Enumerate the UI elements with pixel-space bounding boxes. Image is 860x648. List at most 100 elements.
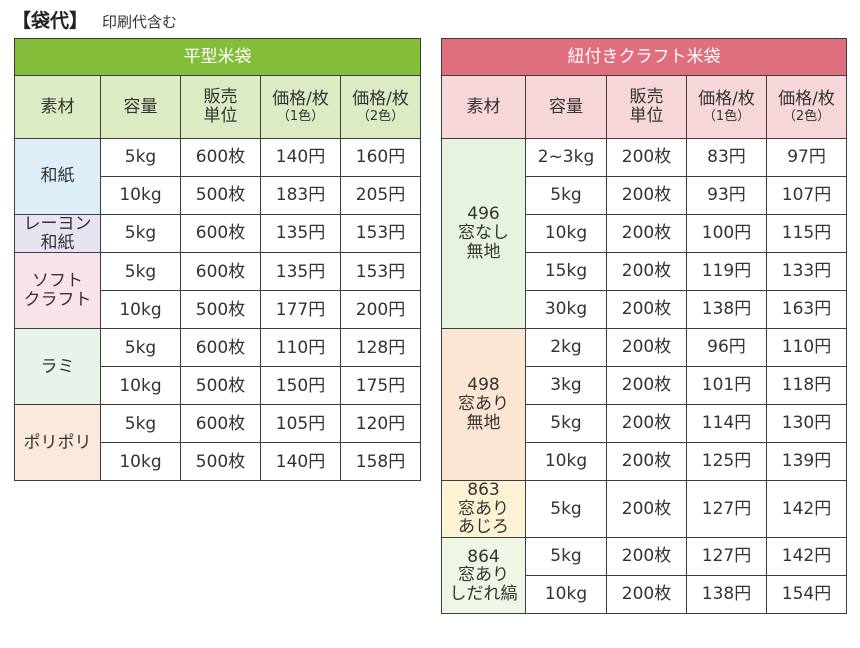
- header-price-1color-line1: 価格/枚: [272, 89, 329, 109]
- price-2color-cell: 175円: [339, 366, 422, 406]
- material-label-line: 864: [467, 546, 500, 567]
- header-sales-unit: 販売 単位: [606, 75, 687, 139]
- material-label-line: 窓あり: [458, 565, 509, 586]
- sales-unit-cell: 500枚: [180, 290, 261, 330]
- price-2color-cell: 153円: [339, 252, 422, 292]
- table-body: 和紙 5kg 600枚 140円 160円 10kg 500枚 183円 205円 レーヨン 和紙 5…: [14, 138, 422, 482]
- capacity-cell: 15kg: [525, 252, 607, 291]
- table-row: 15kg 200枚 119円 133円: [442, 252, 848, 291]
- table-row: 30kg 200枚 138円 163円: [442, 290, 848, 329]
- table-row: 5kg 200枚 93円 107円: [442, 176, 848, 215]
- price-1color-cell: 100円: [686, 214, 767, 253]
- price-1color-cell: 138円: [686, 575, 767, 615]
- table-row: ラミ 5kg 600枚 110円 128円: [14, 328, 422, 406]
- material-cell: レーヨン 和紙: [14, 213, 101, 254]
- table-row: ポリポリ 5kg 600枚 105円 120円: [14, 404, 422, 482]
- sales-unit-cell: 200枚: [606, 479, 687, 539]
- header-price-1color-line2: （1色）: [276, 108, 325, 124]
- price-1color-cell: 135円: [260, 252, 341, 292]
- price-2color-cell: 133円: [765, 252, 848, 291]
- material-cell: 496 窓なし 無地: [441, 138, 526, 329]
- price-2color-cell: 107円: [765, 176, 848, 215]
- capacity-cell: 3kg: [525, 366, 607, 405]
- price-2color-cell: 139円: [765, 442, 848, 481]
- capacity-cell: 5kg: [525, 404, 607, 443]
- capacity-cell: 5kg: [100, 252, 181, 292]
- material-cell: ラミ: [14, 328, 101, 406]
- price-2color-cell: 97円: [765, 138, 848, 177]
- heading-title: 【袋代】: [12, 10, 89, 32]
- table-title: 紐付きクラフト米袋: [440, 38, 848, 76]
- header-price-2color-line1: 価格/枚: [778, 89, 835, 109]
- heading-note: 印刷代含む: [102, 13, 178, 31]
- sales-unit-cell: 600枚: [180, 328, 261, 368]
- price-2color-cell: 120円: [339, 404, 422, 444]
- price-2color-cell: 118円: [765, 366, 848, 405]
- price-2color-cell: 158円: [339, 442, 422, 482]
- capacity-cell: 10kg: [525, 214, 607, 253]
- price-1color-cell: 183円: [260, 176, 341, 215]
- capacity-cell: 5kg: [100, 213, 181, 254]
- material-label-line: 無地: [466, 241, 501, 262]
- capacity-cell: 10kg: [525, 442, 607, 481]
- table-title: 平型米袋: [13, 38, 422, 76]
- capacity-cell: 5kg: [100, 138, 181, 177]
- material-cell: 864 窓あり しだれ縞: [441, 537, 526, 615]
- table-row: 10kg 500枚 177円 200円: [15, 290, 422, 330]
- price-2color-cell: 154円: [765, 575, 848, 615]
- price-1color-cell: 140円: [260, 442, 341, 482]
- material-label-line: 無地: [466, 412, 501, 433]
- flat-rice-bag-table: 平型米袋 素材 容量 販売 単位 価格/枚 （1色） 価格/枚 （2色） 和紙 5kg 6…: [13, 38, 422, 482]
- material-label-line: あじろ: [458, 517, 509, 538]
- capacity-cell: 10kg: [100, 442, 181, 482]
- material-cell: 498 窓あり 無地: [441, 328, 526, 481]
- header-price-2color: 価格/枚 （2色）: [339, 75, 422, 139]
- sales-unit-cell: 200枚: [606, 366, 687, 405]
- price-1color-cell: 177円: [260, 290, 341, 330]
- string-kraft-rice-bag-table: 紐付きクラフト米袋 素材 容量 販売 単位 価格/枚 （1色） 価格/枚 （2色） 4…: [440, 38, 848, 615]
- sales-unit-cell: 200枚: [606, 328, 687, 367]
- table-body: 496 窓なし 無地 2~3kg 200枚 83円 97円 5kg 200枚 93円 107円 10k…: [441, 138, 848, 615]
- sales-unit-cell: 500枚: [180, 366, 261, 406]
- material-label-line: ソフト: [32, 271, 83, 292]
- capacity-cell: 30kg: [525, 290, 607, 329]
- table-row: 498 窓あり 無地 2kg 200枚 96円 110円: [441, 328, 848, 481]
- capacity-cell: 2~3kg: [525, 138, 607, 177]
- table-row: 10kg 200枚 100円 115円: [442, 214, 848, 253]
- price-1color-cell: 135円: [260, 213, 341, 254]
- price-2color-cell: 130円: [765, 404, 848, 443]
- header-price-1color-line2: （1色）: [702, 108, 751, 124]
- header-sales-unit-line2: 単位: [203, 106, 238, 126]
- table-row: 10kg 200枚 125円 139円: [442, 442, 848, 481]
- price-2color-cell: 115円: [765, 214, 848, 253]
- material-label-line: ポリポリ: [23, 432, 92, 453]
- page-heading: 【袋代】 印刷代含む: [12, 6, 177, 32]
- price-1color-cell: 101円: [686, 366, 767, 405]
- header-material: 素材: [441, 75, 526, 139]
- sales-unit-cell: 200枚: [606, 138, 687, 177]
- header-price-2color: 価格/枚 （2色）: [765, 75, 848, 139]
- sales-unit-cell: 500枚: [180, 442, 261, 482]
- table-row: 864 窓あり しだれ縞 5kg 200枚 127円 142円: [441, 537, 848, 615]
- material-cell: ポリポリ: [14, 404, 101, 482]
- price-1color-cell: 138円: [686, 290, 767, 329]
- price-1color-cell: 119円: [686, 252, 767, 291]
- material-label-line: 和紙: [40, 166, 75, 187]
- material-cell: 和紙: [14, 138, 101, 215]
- table-row: 10kg 200枚 138円 154円: [442, 575, 848, 615]
- material-cell: ソフト クラフト: [14, 252, 101, 330]
- capacity-cell: 5kg: [525, 176, 607, 215]
- header-price-1color: 価格/枚 （1色）: [686, 75, 767, 139]
- material-label-line: 498: [467, 375, 500, 396]
- price-1color-cell: 114円: [686, 404, 767, 443]
- header-sales-unit-line1: 販売: [203, 87, 238, 108]
- table-row: 863 窓あり あじろ 5kg 200枚 127円 142円: [441, 479, 848, 539]
- sales-unit-cell: 600枚: [180, 138, 261, 177]
- material-label-line: 窓あり: [458, 498, 509, 519]
- header-price-1color: 価格/枚 （1色）: [260, 75, 341, 139]
- price-1color-cell: 93円: [686, 176, 767, 215]
- price-2color-cell: 128円: [339, 328, 422, 368]
- price-1color-cell: 127円: [686, 537, 767, 577]
- price-1color-cell: 83円: [686, 138, 767, 177]
- capacity-cell: 2kg: [525, 328, 607, 367]
